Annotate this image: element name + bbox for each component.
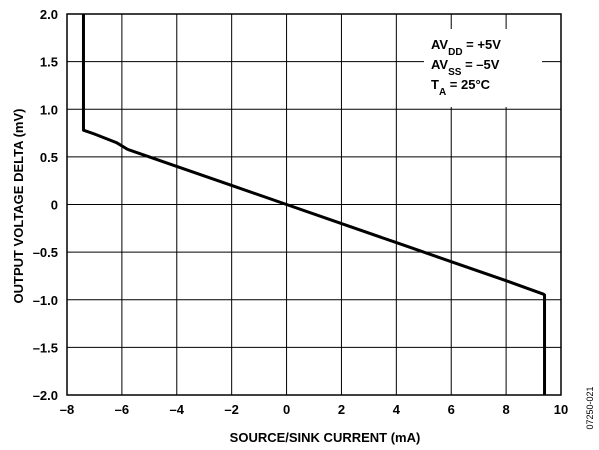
x-tick-label: 2 bbox=[338, 402, 345, 417]
y-axis-title: OUTPUT VOLTAGE DELTA (mV) bbox=[11, 109, 26, 304]
annotation-avdd: AVDD = +5V bbox=[431, 37, 501, 58]
annotation-ta: TA = 25°C bbox=[431, 77, 491, 98]
y-tick-label: –2.0 bbox=[33, 388, 58, 403]
x-tick-label: 0 bbox=[283, 402, 290, 417]
x-tick-label: –8 bbox=[60, 402, 74, 417]
x-tick-label: 8 bbox=[502, 402, 509, 417]
annotation-background bbox=[424, 29, 542, 107]
plot-border bbox=[66, 13, 562, 396]
x-axis-title: SOURCE/SINK CURRENT (mA) bbox=[230, 430, 421, 445]
y-tick-label: 0 bbox=[51, 198, 58, 213]
y-tick-label: 1.5 bbox=[40, 55, 58, 70]
y-tick-label: 0.5 bbox=[40, 150, 58, 165]
x-tick-label: –4 bbox=[170, 402, 185, 417]
tick-labels: –8 –6 –4 –2 0 2 4 6 8 10 2.0 1.5 1.0 0.5 0 –0.5 –1.0 –1.5… bbox=[33, 7, 569, 417]
x-tick-label: –6 bbox=[115, 402, 129, 417]
x-tick-label: 6 bbox=[448, 402, 455, 417]
y-tick-label: –0.5 bbox=[33, 245, 58, 260]
annotation-avss: AVSS = –5V bbox=[431, 57, 500, 78]
annotation-block: AVDD = +5V AVSS = –5V TA = 25°C bbox=[431, 37, 501, 98]
y-tick-label: –1.5 bbox=[33, 340, 58, 355]
y-tick-label: 1.0 bbox=[40, 102, 58, 117]
y-tick-label: 2.0 bbox=[40, 7, 58, 22]
x-tick-label: 4 bbox=[393, 402, 401, 417]
series-layer bbox=[81, 14, 547, 395]
x-tick-label: 10 bbox=[554, 402, 568, 417]
plot-frame bbox=[66, 13, 562, 396]
y-tick-label: –1.0 bbox=[33, 293, 58, 308]
x-tick-label: –2 bbox=[224, 402, 238, 417]
figure-code: 07250-021 bbox=[585, 386, 595, 429]
series-line bbox=[81, 14, 547, 395]
